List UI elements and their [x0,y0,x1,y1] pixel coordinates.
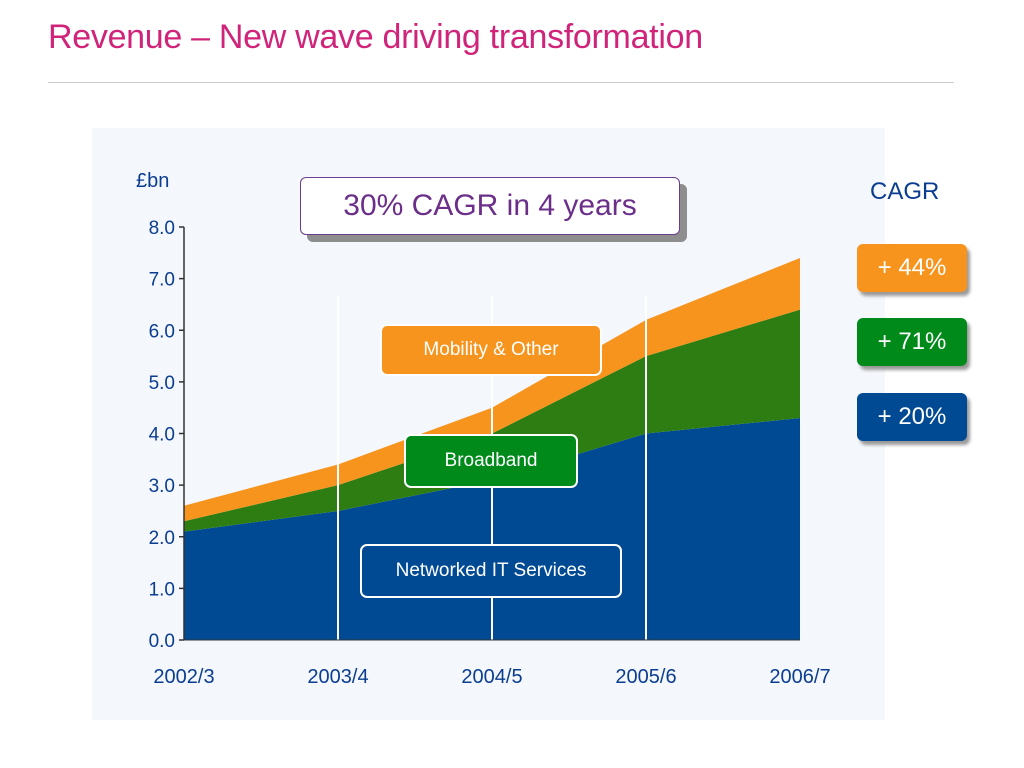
x-tick-label: 2002/3 [153,666,214,688]
y-tick-label: 1.0 [149,579,175,600]
cagr-networked-it-badge: + 20% [857,393,967,441]
y-tick-label: 8.0 [149,218,175,239]
x-tick-label: 2006/7 [769,666,830,688]
mobility-area-label: Mobility & Other [380,324,602,376]
cagr-mobility-badge: + 44% [857,244,967,292]
y-tick-label: 2.0 [149,528,175,549]
y-tick-label: 6.0 [149,321,175,342]
y-tick-label: 0.0 [149,631,175,652]
y-tick-label: 3.0 [149,476,175,497]
y-tick-label: 7.0 [149,270,175,291]
cagr-headline-box: 30% CAGR in 4 years [300,177,680,235]
y-axis-label: £bn [136,170,169,192]
cagr-broadband-badge: + 71% [857,318,967,366]
broadband-area-label: Broadband [404,434,578,488]
x-tick-label: 2005/6 [615,666,676,688]
x-tick-label: 2003/4 [307,666,368,688]
slide-title: Revenue – New wave driving transformatio… [48,18,703,56]
title-divider [48,82,954,83]
y-tick-label: 5.0 [149,373,175,394]
y-tick-label: 4.0 [149,425,175,446]
cagr-heading: CAGR [870,178,940,205]
x-tick-label: 2004/5 [461,666,522,688]
networked-it-area-label: Networked IT Services [360,544,622,598]
revenue-area-chart: 0.0 1.0 2.0 3.0 4.0 5.0 6.0 7.0 8.0 2002/3 2003/4 2… [136,170,831,688]
